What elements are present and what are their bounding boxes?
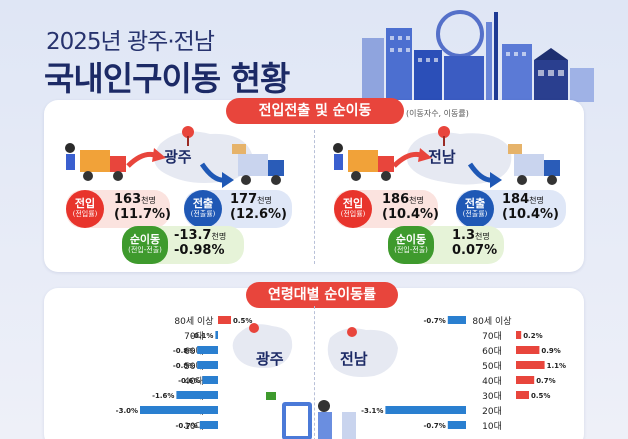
in-sub: (전입률) — [72, 210, 98, 218]
in-value: 163 — [114, 192, 142, 207]
jeonnam-in-value: 186천명 (10.4%) — [382, 193, 439, 222]
region-name-jeonnam: 전남 — [428, 148, 456, 166]
page-subtitle: 2025년 광주·전남 — [46, 29, 215, 55]
unit-note: (이동자수, 이동률) — [406, 109, 469, 118]
gwangju-in-badge: 전입 (전입률) — [66, 190, 104, 228]
in-rate: (11.7%) — [114, 207, 171, 222]
arrow-in-icon — [392, 148, 432, 168]
gwangju-map-icon — [232, 323, 293, 368]
chart-divider — [314, 306, 315, 439]
net-sub: (전입-전출) — [128, 246, 162, 254]
out-label: 전출 — [192, 197, 214, 210]
arrow-out-icon — [200, 162, 234, 188]
region-name-gwangju: 광주 — [164, 148, 192, 166]
region-divider — [314, 130, 315, 264]
gwangju-out-badge: 전출 (전출률) — [184, 190, 222, 228]
gwangju-net-value: -13.7천명 -0.98% — [174, 229, 226, 258]
city-skyline-illustration — [362, 10, 594, 102]
in-label: 전입 — [342, 197, 364, 210]
in-rate: (10.4%) — [382, 207, 439, 222]
jeonnam-out-value: 184천명 (10.4%) — [502, 193, 559, 222]
in-sub: (전입률) — [340, 210, 366, 218]
net-rate: -0.98% — [174, 243, 225, 258]
gwangju-net-badge: 순이동 (전입-전출) — [122, 226, 168, 264]
moving-truck-in-icon — [333, 143, 394, 181]
chart-region-jeonnam: 전남 — [340, 350, 368, 368]
net-label: 순이동 — [395, 233, 427, 246]
net-unit: 천명 — [211, 232, 227, 241]
jeonnam-out-badge: 전출 (전출률) — [456, 190, 494, 228]
net-value: -13.7 — [174, 228, 212, 243]
gwangju-out-value: 177천명 (12.6%) — [230, 193, 287, 222]
jeonnam-map-icon — [406, 126, 512, 185]
section-title-age: 연령대별 순이동률 — [246, 282, 398, 308]
moving-truck-in-icon — [65, 143, 126, 181]
gwangju-map-icon — [154, 126, 252, 183]
in-value: 186 — [382, 192, 410, 207]
out-unit: 천명 — [257, 196, 272, 205]
net-sub: (전입-전출) — [394, 246, 428, 254]
net-value: 1.3 — [452, 228, 476, 243]
people-illustration — [266, 392, 356, 439]
section-title-migration: 전입전출 및 순이동 — [226, 98, 404, 124]
net-rate: 0.07% — [452, 243, 498, 258]
moving-truck-out-icon — [232, 144, 284, 185]
net-unit: 천명 — [475, 232, 490, 241]
out-sub: (전출률) — [462, 210, 488, 218]
out-unit: 천명 — [529, 196, 544, 205]
in-unit: 천명 — [409, 196, 424, 205]
jeonnam-net-value: 1.3천명 0.07% — [452, 229, 497, 258]
page-title: 국내인구이동 현황 — [44, 59, 290, 98]
out-rate: (12.6%) — [230, 207, 287, 222]
chart-region-gwangju: 광주 — [256, 350, 284, 368]
arrow-in-icon — [126, 148, 166, 168]
jeonnam-in-badge: 전입 (전입률) — [334, 190, 372, 228]
moving-truck-out-icon — [508, 144, 560, 185]
in-unit: 천명 — [141, 196, 156, 205]
jeonnam-net-badge: 순이동 (전입-전출) — [388, 226, 434, 264]
out-sub: (전출률) — [190, 210, 216, 218]
gwangju-in-value: 163천명 (11.7%) — [114, 193, 171, 222]
in-label: 전입 — [74, 197, 96, 210]
out-rate: (10.4%) — [502, 207, 559, 222]
jeonnam-map-icon — [327, 327, 398, 377]
out-value: 177 — [230, 192, 258, 207]
out-value: 184 — [502, 192, 530, 207]
arrow-out-icon — [468, 162, 502, 188]
out-label: 전출 — [464, 197, 486, 210]
net-label: 순이동 — [129, 233, 161, 246]
